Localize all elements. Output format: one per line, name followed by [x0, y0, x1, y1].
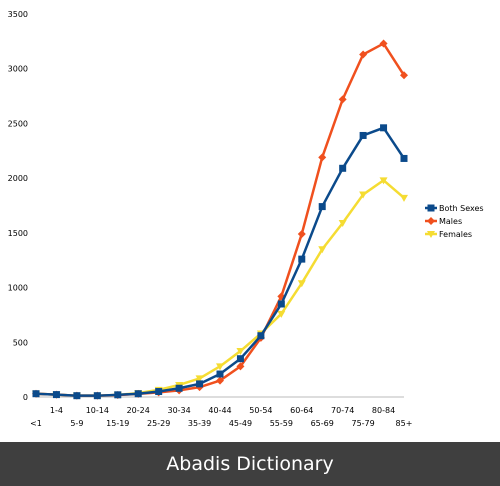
data-point [277, 310, 286, 318]
data-point [380, 124, 388, 132]
y-tick-label: 500 [13, 338, 28, 347]
data-point [427, 231, 435, 238]
y-tick-label: 1500 [8, 229, 28, 238]
legend: Both Sexes Males Females [425, 204, 484, 239]
data-point [379, 177, 388, 185]
data-point [359, 191, 368, 199]
data-point [359, 50, 368, 59]
x-tick-label: 30-34 [167, 406, 190, 415]
x-axis: <1 1-4 5-910-14 15-19 20-24 25-29 30-34 35-39 40… [30, 396, 413, 428]
data-point [114, 391, 122, 399]
data-point [297, 229, 306, 238]
data-point [318, 153, 327, 162]
series-2 [32, 177, 408, 400]
x-tick-label: 40-44 [208, 406, 231, 415]
data-point [175, 384, 183, 392]
data-point [73, 392, 81, 400]
data-point [338, 95, 347, 104]
x-tick-label: 70-74 [331, 406, 354, 415]
data-point [379, 39, 388, 48]
data-point [196, 380, 204, 388]
legend-label: Males [439, 217, 462, 226]
line-chart: 0 500 1000 1500 2000 2500 3000 3500 <1 1-4 5-910-… [8, 10, 484, 428]
series-line [35, 126, 406, 397]
y-tick-label: 1000 [8, 284, 28, 293]
x-tick-label: 1-4 [50, 406, 63, 415]
data-point [338, 220, 347, 228]
data-point [93, 392, 101, 400]
data-point [236, 362, 245, 371]
x-tick-label: 65-69 [311, 419, 334, 428]
data-point [427, 217, 435, 225]
legend-item: Females [425, 230, 472, 239]
y-tick-label: 2500 [8, 119, 28, 128]
series-line [35, 42, 406, 397]
x-tick-label: 55-59 [270, 419, 293, 428]
data-point [216, 376, 224, 385]
x-tick-label: <1 [30, 419, 42, 428]
y-tick-label: 3000 [8, 65, 28, 74]
legend-label: Both Sexes [439, 204, 484, 213]
x-tick-label: 35-39 [188, 419, 211, 428]
data-point [257, 332, 265, 340]
series-0 [32, 124, 408, 400]
x-tick-label: 50-54 [249, 406, 272, 415]
y-tick-label: 3500 [8, 10, 28, 19]
data-point [339, 164, 347, 172]
data-point [236, 348, 245, 356]
data-point [52, 391, 60, 399]
data-point [400, 71, 408, 80]
legend-item: Males [425, 217, 462, 226]
data-point [318, 203, 326, 211]
y-tick-label: 2000 [8, 174, 28, 183]
y-axis: 0 500 1000 1500 2000 2500 3000 3500 [8, 10, 28, 402]
data-point [216, 370, 224, 378]
x-tick-label: 15-19 [106, 419, 129, 428]
x-tick-label: 5-9 [70, 419, 83, 428]
data-point [134, 390, 142, 398]
y-tick-label: 0 [23, 393, 28, 402]
legend-label: Females [439, 230, 472, 239]
data-point [216, 363, 224, 371]
data-point [427, 204, 435, 212]
legend-item: Both Sexes [425, 204, 484, 213]
data-point [298, 255, 306, 263]
data-point [400, 154, 408, 162]
data-point [155, 388, 163, 396]
data-point [400, 194, 408, 202]
data-point [359, 131, 367, 139]
data-point [297, 280, 306, 288]
data-point [277, 300, 285, 308]
data-point [32, 390, 40, 398]
x-tick-label: 25-29 [147, 419, 170, 428]
footer-banner: Abadis Dictionary [0, 442, 500, 486]
x-tick-label: 60-64 [290, 406, 313, 415]
data-point [236, 355, 244, 363]
x-tick-label: 75-79 [351, 419, 374, 428]
x-tick-label: 85+ [396, 419, 413, 428]
series-1 [32, 39, 408, 400]
x-tick-label: 80-84 [372, 406, 395, 415]
data-point [318, 246, 327, 254]
x-tick-label: 20-24 [127, 406, 150, 415]
footer-text: Abadis Dictionary [166, 453, 334, 475]
data-point [195, 375, 204, 383]
x-tick-label: 10-14 [86, 406, 109, 415]
series-layer [32, 39, 408, 400]
x-tick-label: 45-49 [229, 419, 252, 428]
